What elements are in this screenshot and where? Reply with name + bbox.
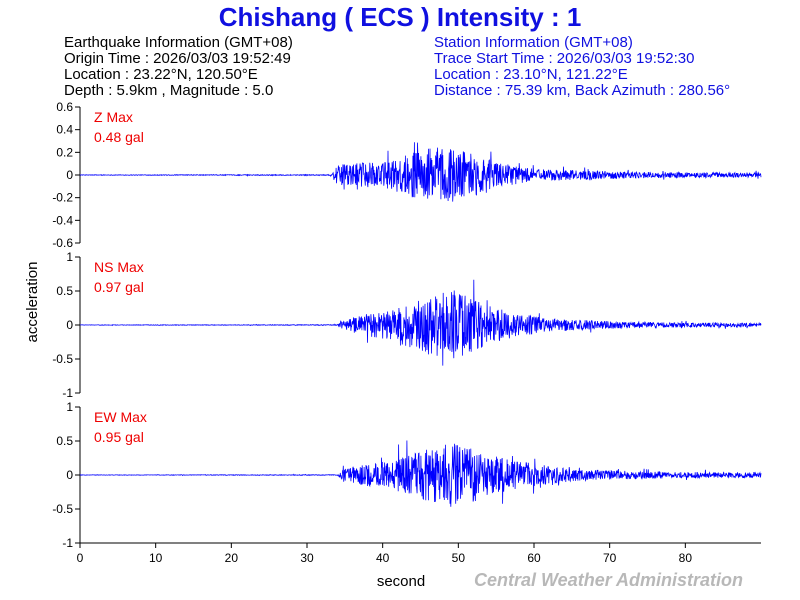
- waveform-trace: [79, 142, 762, 202]
- y-tick-label: 0: [66, 468, 73, 482]
- x-tick-label: 40: [376, 551, 390, 565]
- x-tick-label: 50: [452, 551, 466, 565]
- component-label: NS Max: [94, 259, 144, 275]
- x-tick-label: 60: [527, 551, 541, 565]
- y-tick-label: 1: [66, 250, 73, 264]
- waveform-trace: [80, 279, 762, 366]
- y-tick-label: -0.2: [52, 191, 73, 205]
- y-tick-label: -0.6: [52, 236, 73, 250]
- waveform-trace: [79, 440, 762, 507]
- y-tick-label: -0.5: [52, 352, 73, 366]
- y-tick-label: -0.5: [52, 502, 73, 516]
- component-label: EW Max: [94, 409, 147, 425]
- origin-time: Origin Time : 2026/03/03 19:52:49: [64, 50, 291, 67]
- x-tick-label: 30: [300, 551, 314, 565]
- y-tick-label: -1: [62, 536, 73, 550]
- y-tick-label: 0.6: [56, 100, 73, 114]
- y-axis-label: acceleration: [24, 262, 41, 343]
- y-tick-label: 0: [66, 318, 73, 332]
- y-tick-label: 0.2: [56, 145, 73, 159]
- x-axis-label: second: [377, 573, 425, 590]
- max-value-label: 0.48 gal: [94, 129, 144, 145]
- earthquake-info-heading: Earthquake Information (GMT+08): [64, 34, 293, 51]
- earthquake-location: Location : 23.22°N, 120.50°E: [64, 66, 258, 83]
- credit-text: Central Weather Administration: [474, 570, 744, 590]
- x-tick-label: 10: [149, 551, 163, 565]
- trace-start-time: Trace Start Time : 2026/03/03 19:52:30: [434, 50, 695, 67]
- component-label: Z Max: [94, 109, 133, 125]
- station-location: Location : 23.10°N, 121.22°E: [434, 66, 628, 83]
- chart-title: Chishang ( ECS ) Intensity : 1: [218, 2, 582, 32]
- x-tick-label: 20: [225, 551, 239, 565]
- max-value-label: 0.97 gal: [94, 279, 144, 295]
- y-tick-label: 1: [66, 400, 73, 414]
- y-tick-label: -1: [62, 386, 73, 400]
- station-info-heading: Station Information (GMT+08): [434, 34, 633, 51]
- panel-ns: -1 -0.5 0 0.5 1 NS Max 0.97 gal: [52, 250, 762, 400]
- max-value-label: 0.95 gal: [94, 429, 144, 445]
- x-tick-label: 0: [77, 551, 84, 565]
- y-tick-label: -0.4: [52, 213, 73, 227]
- y-tick-label: 0: [66, 168, 73, 182]
- y-tick-label: 0.5: [56, 284, 73, 298]
- panel-ew: -1 -0.5 0 0.5 1 EW Max 0.95 gal: [52, 400, 762, 550]
- y-tick-label: 0.5: [56, 434, 73, 448]
- y-tick-label: 0.4: [56, 123, 73, 137]
- earthquake-info: Earthquake Information (GMT+08) Origin T…: [64, 35, 293, 99]
- station-info: Station Information (GMT+08) Trace Start…: [434, 35, 730, 99]
- distance-azimuth: Distance : 75.39 km, Back Azimuth : 280.…: [434, 82, 731, 99]
- x-tick-label: 80: [679, 551, 693, 565]
- x-tick-label: 70: [603, 551, 617, 565]
- depth-magnitude: Depth : 5.9km , Magnitude : 5.0: [64, 82, 274, 99]
- panel-z: -0.6 -0.4 -0.2 0 0.2 0.4 0.6 Z Max 0.48 gal: [52, 100, 762, 250]
